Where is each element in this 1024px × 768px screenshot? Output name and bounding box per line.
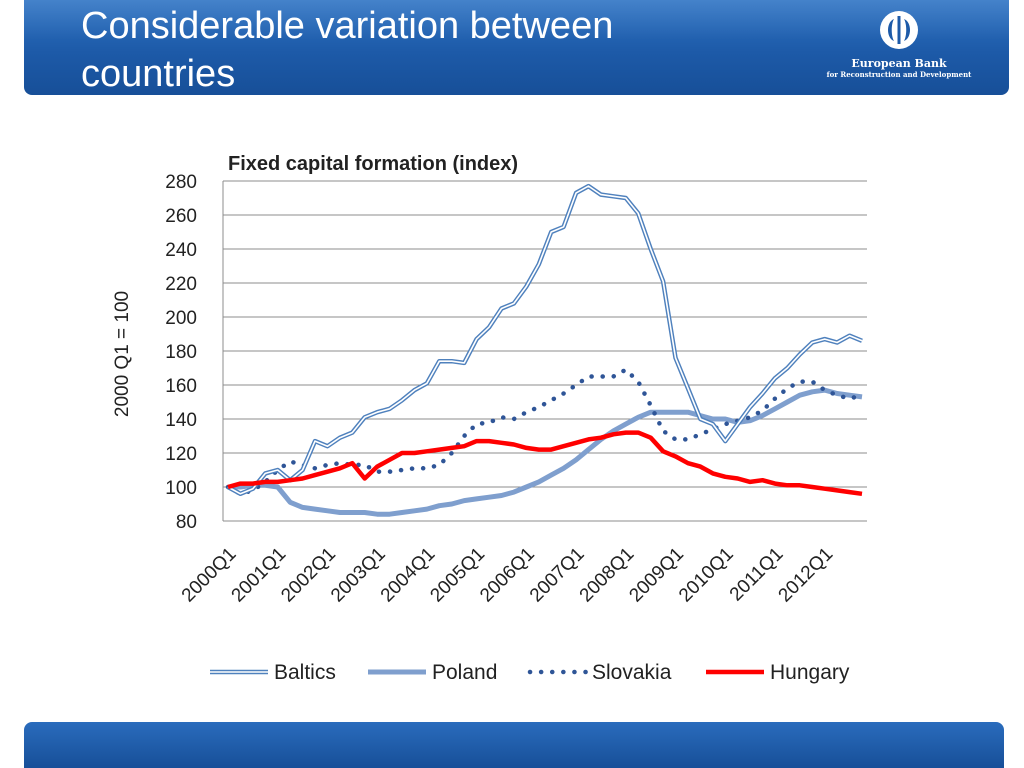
y-tick-label: 200 — [165, 308, 197, 329]
y-tick-label: 100 — [165, 478, 197, 499]
y-tick-labels: 80 100 120 140 160 180 200 220 240 260 280 — [165, 172, 197, 533]
ebrd-logo: European Bank for Reconstruction and Dev… — [824, 10, 974, 88]
x-tick-label: 2010Q1 — [675, 544, 738, 607]
x-tick-label: 2000Q1 — [178, 544, 241, 607]
x-tick-labels: 2000Q12001Q12002Q12003Q12004Q12005Q12006… — [178, 544, 837, 607]
y-tick-label: 180 — [165, 342, 197, 363]
chart-area: 80 100 120 140 160 180 200 220 240 260 280 2000Q1 2… — [0, 130, 1024, 700]
slide-title: Considerable variation between countries — [81, 5, 614, 95]
legend-label-poland: Poland — [432, 661, 497, 684]
legend-label-slovakia: Slovakia — [592, 661, 672, 684]
series-line-hungary — [227, 430, 863, 497]
legend: Baltics Poland Slovakia Hungary — [210, 661, 850, 684]
legend-label-baltics: Baltics — [274, 661, 336, 684]
series-line-slovakia — [225, 366, 865, 497]
y-tick-label: 280 — [165, 172, 197, 193]
x-tick-label: 2001Q1 — [228, 544, 291, 607]
chart-title: Fixed capital formation (index) — [228, 153, 518, 175]
x-tick-label: 2006Q1 — [476, 544, 539, 607]
series-lines — [225, 183, 865, 517]
ebrd-logo-icon — [880, 11, 918, 49]
grid-lines — [222, 180, 867, 522]
x-tick-label: 2008Q1 — [576, 544, 639, 607]
x-tick-label: 2004Q1 — [377, 544, 440, 607]
y-tick-label: 140 — [165, 410, 197, 431]
x-tick-label: 2002Q1 — [277, 544, 340, 607]
series-line-baltics-inner — [227, 185, 863, 495]
y-tick-label: 120 — [165, 444, 197, 465]
x-tick-label: 2005Q1 — [426, 544, 489, 607]
y-axis-label: 2000 Q1 = 100 — [112, 291, 133, 417]
header-shine — [24, 0, 1009, 40]
x-tick-label: 2003Q1 — [327, 544, 390, 607]
slide-header: Considerable variation between countries… — [24, 0, 1009, 95]
slide-footer — [24, 722, 1004, 768]
x-tick-label: 2007Q1 — [526, 544, 589, 607]
logo-name: European Bank — [851, 57, 947, 70]
x-tick-label: 2009Q1 — [625, 544, 688, 607]
x-tick-label: 2012Q1 — [775, 544, 838, 607]
y-tick-label: 240 — [165, 240, 197, 261]
y-tick-label: 160 — [165, 376, 197, 397]
y-tick-label: 80 — [176, 512, 197, 533]
y-tick-label: 220 — [165, 274, 197, 295]
y-tick-label: 260 — [165, 206, 197, 227]
logo-subtitle: for Reconstruction and Development — [826, 70, 972, 79]
legend-label-hungary: Hungary — [770, 661, 850, 684]
series-line-poland — [228, 387, 863, 517]
